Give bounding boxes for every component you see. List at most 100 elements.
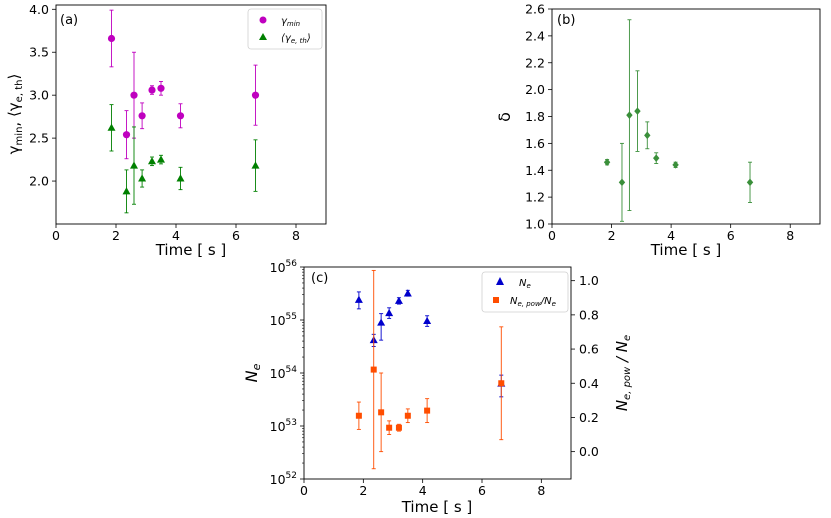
y-tick-label: 2.0 [29, 174, 49, 189]
data-point [148, 157, 156, 165]
data-point [498, 380, 505, 387]
x-tick-label: 0 [548, 228, 556, 243]
plot-frame [55, 4, 327, 225]
panel-c: (c) Time [ s ] Ne Ne, pow / Ne Ne Ne, po… [242, 259, 633, 516]
y-tick-label: 2.5 [29, 131, 49, 146]
data-point [403, 289, 412, 297]
y2-tick-label: 0.8 [579, 307, 599, 322]
data-point [138, 112, 146, 120]
x-tick-label: 6 [232, 228, 240, 243]
legend: Ne Ne, pow/Ne [481, 271, 569, 313]
y-tick-label: 1053 [270, 418, 297, 434]
data-point [603, 158, 611, 166]
data-point [176, 112, 185, 120]
legend-marker-ne-pow-ratio [493, 297, 499, 303]
data-point [176, 174, 185, 182]
x-tick-label: 8 [786, 228, 794, 243]
y-tick-label: 1052 [270, 471, 297, 487]
data-point [138, 174, 147, 182]
data-point [122, 131, 131, 139]
y-tick-label: 1056 [270, 259, 298, 275]
x-tick-label: 4 [172, 228, 180, 243]
panel-b: (b) Time [ s ] δ 0 2 4 6 8 1.0 1.2 1.4 1.6 1.8 2.0… [495, 2, 821, 259]
x-axis-label: Time [ s ] [401, 498, 473, 516]
data-point [424, 407, 431, 414]
y-tick-label: 4.0 [29, 2, 49, 17]
data-point [354, 295, 363, 303]
y-axis-label: Ne [242, 363, 263, 382]
y-tick-label: 1055 [270, 312, 297, 328]
error-bar [379, 313, 384, 341]
data-point [618, 178, 626, 187]
panel-label: (b) [557, 13, 575, 28]
data-point [653, 154, 660, 162]
series-gamma-eth [107, 104, 260, 214]
data-point [672, 161, 679, 169]
y-tick-label: 2.2 [525, 55, 545, 70]
data-point [378, 409, 385, 416]
data-point [107, 123, 116, 131]
legend-marker-ne [496, 277, 504, 285]
series-gamma-min [107, 9, 260, 160]
legend-marker-gamma-eth [259, 33, 267, 40]
data-point [423, 316, 432, 325]
data-point [355, 412, 362, 419]
y-axis-label: δ [495, 112, 514, 122]
y2-tick-label: 0.6 [579, 342, 599, 357]
data-point [251, 91, 260, 99]
x-tick-label: 2 [608, 228, 616, 243]
y-tick-label: 1.8 [525, 109, 545, 124]
legend-label-gamma-min: γmin [281, 16, 300, 28]
x-tick-label: 0 [52, 228, 60, 243]
data-point [377, 318, 386, 326]
y2-tick-label: 0.0 [579, 444, 599, 459]
y-tick-label: 1.2 [525, 190, 545, 205]
y-tick-label: 1.4 [525, 163, 545, 178]
data-point [634, 107, 641, 115]
data-point [394, 296, 403, 304]
legend-label-ne-pow-ratio: Ne, pow/Ne [510, 296, 556, 308]
y2-axis-label: Ne, pow / Ne [613, 335, 633, 411]
plot-frame [551, 8, 821, 225]
legend-label-ne: Ne [519, 278, 531, 290]
x-tick-label: 0 [300, 483, 308, 498]
x-tick-label: 8 [537, 483, 545, 498]
x-tick-label: 4 [419, 483, 427, 498]
y2-tick-label: 0.2 [579, 410, 599, 425]
data-point [157, 84, 165, 92]
data-point [148, 86, 156, 94]
x-tick-label: 2 [359, 483, 367, 498]
data-point [386, 424, 393, 431]
data-point [746, 178, 754, 187]
data-point [644, 131, 651, 140]
y-tick-label: 1.0 [525, 217, 545, 232]
y-tick-label: 1.6 [525, 136, 545, 151]
series-delta [603, 19, 754, 222]
x-tick-label: 6 [727, 228, 735, 243]
data-point [395, 424, 402, 431]
data-point [130, 91, 138, 99]
data-point [404, 412, 411, 419]
panel-label: (c) [311, 271, 328, 286]
data-point [122, 187, 131, 195]
y-tick-label: 3.0 [29, 88, 49, 103]
data-point [157, 155, 165, 163]
y2-tick-label: 0.4 [579, 376, 599, 391]
y-axis-label: γmin, ⟨γe, th⟩ [5, 74, 25, 155]
data-point [370, 366, 377, 373]
series-ne-pow-ratio [355, 269, 505, 470]
legend-label-gamma-eth: ⟨γe, th⟩ [281, 33, 311, 45]
y-tick-label: 2.0 [525, 82, 545, 97]
data-point [107, 34, 116, 43]
x-axis-label: Time [ s ] [650, 241, 722, 259]
x-tick-label: 6 [478, 483, 486, 498]
x-tick-label: 4 [667, 228, 675, 243]
y-tick-label: 1054 [270, 365, 298, 381]
panel-a: (a) Time [ s ] γmin, ⟨γe, th⟩ γmin ⟨γe, … [5, 2, 327, 259]
data-point [130, 161, 138, 169]
x-tick-label: 8 [292, 228, 300, 243]
x-axis-label: Time [ s ] [155, 241, 227, 259]
data-point [626, 111, 633, 119]
y-tick-label: 2.4 [525, 28, 545, 43]
